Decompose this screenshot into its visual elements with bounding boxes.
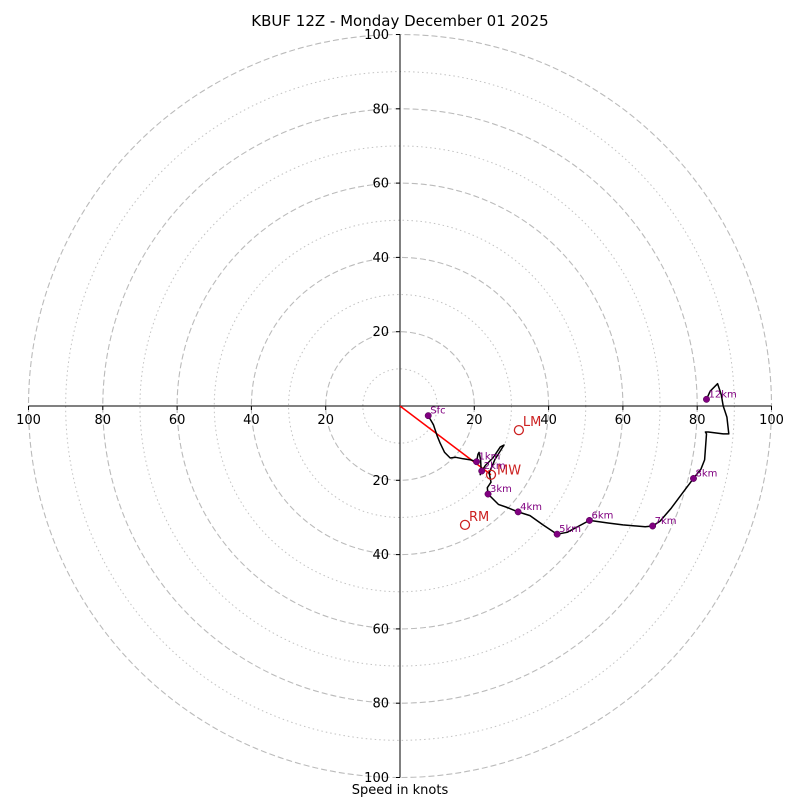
storm-motion-label: RM xyxy=(469,510,489,525)
height-marker xyxy=(553,530,561,538)
tick-label: 60 xyxy=(615,413,632,428)
height-marker xyxy=(649,522,657,530)
storm-motion-label: MW xyxy=(497,464,521,479)
tick-label: 100 xyxy=(364,771,389,786)
tick-label: 80 xyxy=(95,413,112,428)
storm-motion-marker xyxy=(513,424,525,436)
height-label: 5km xyxy=(559,524,581,535)
tick-label: 80 xyxy=(689,413,706,428)
height-label: 6km xyxy=(591,510,613,521)
tick-label: 100 xyxy=(759,413,784,428)
height-marker xyxy=(424,412,432,420)
height-marker xyxy=(473,458,480,466)
tick-label: 40 xyxy=(243,413,260,428)
tick-label: 40 xyxy=(372,548,389,563)
height-marker xyxy=(478,467,486,475)
height-label: 3km xyxy=(490,484,512,495)
tick-label: 40 xyxy=(372,251,389,266)
chart-title: KBUF 12Z - Monday December 01 2025 xyxy=(251,12,549,30)
tick-label: 20 xyxy=(466,413,483,428)
tick-label: 20 xyxy=(372,474,389,489)
tick-label: 60 xyxy=(372,622,389,637)
tick-label: 100 xyxy=(16,413,41,428)
tick-label: 80 xyxy=(372,697,389,712)
storm-motion-label: LM xyxy=(523,415,541,430)
height-label: 4km xyxy=(520,502,542,513)
tick-label: 20 xyxy=(372,325,389,340)
height-marker xyxy=(586,516,593,524)
height-marker xyxy=(690,474,697,482)
tick-label: 60 xyxy=(169,413,186,428)
height-label: 12km xyxy=(708,389,736,400)
height-marker xyxy=(703,395,710,403)
height-marker xyxy=(514,508,522,516)
height-marker xyxy=(484,490,492,498)
x-axis-label: Speed in knots xyxy=(351,783,449,798)
height-label: 8km xyxy=(695,468,717,479)
storm-motion-marker xyxy=(485,469,497,480)
height-label: 7km xyxy=(655,516,677,527)
height-label: 2km xyxy=(484,461,506,472)
tick-label: 80 xyxy=(372,102,389,117)
tick-label: 100 xyxy=(364,28,389,43)
height-label: Sfc xyxy=(430,406,445,417)
tick-label: 20 xyxy=(317,413,334,428)
height-label: 1km xyxy=(479,452,501,463)
storm-motion-marker xyxy=(459,519,471,531)
tick-label: 60 xyxy=(372,177,389,192)
tick-label: 40 xyxy=(540,413,557,428)
